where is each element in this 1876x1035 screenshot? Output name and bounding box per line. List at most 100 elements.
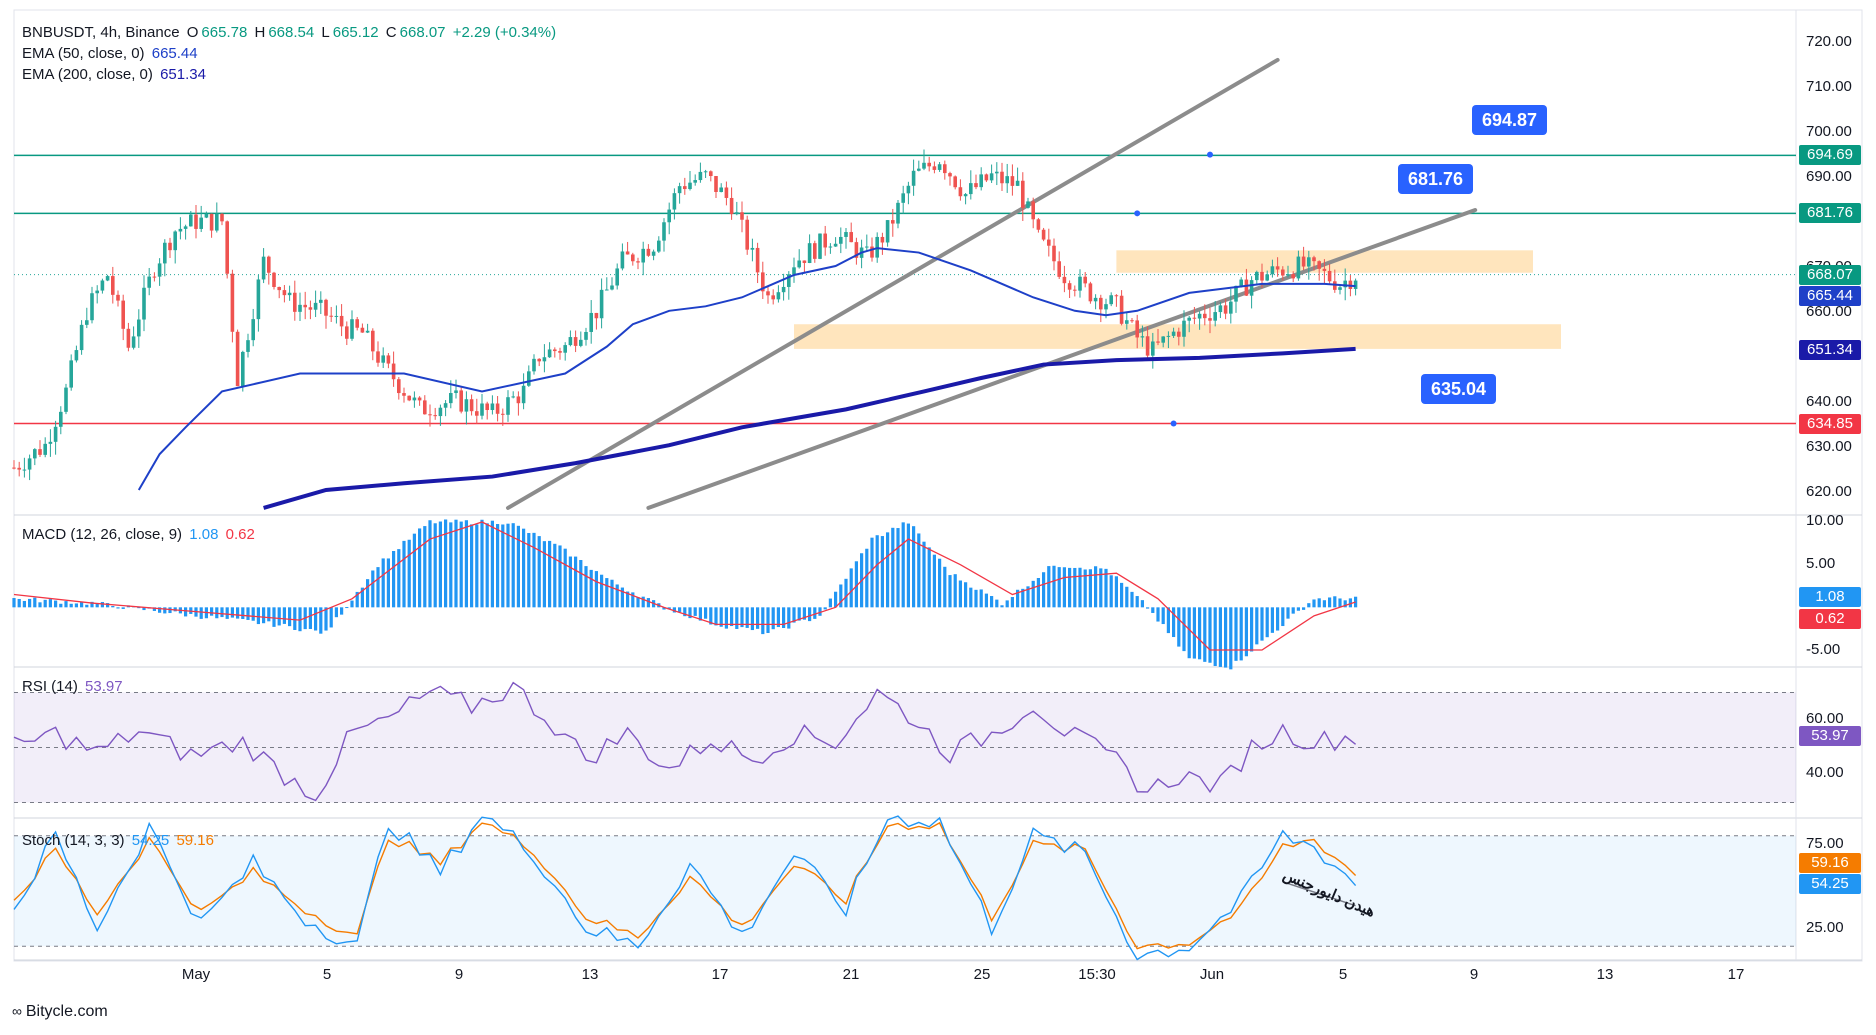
open-value: 665.78 (201, 24, 248, 41)
macd-bar (1333, 596, 1337, 608)
candle-body (844, 232, 848, 237)
candle-body (1260, 271, 1264, 281)
candle-body (854, 242, 859, 258)
candle-body (719, 187, 723, 192)
macd-bar (412, 533, 416, 608)
macd-bar (1031, 580, 1035, 608)
candle-body (636, 261, 640, 263)
candle-body (142, 287, 146, 320)
candle-body (277, 286, 281, 291)
change-value: +2.29 (+0.34%) (452, 24, 557, 41)
macd-bar (522, 528, 526, 608)
macd-bar (334, 607, 338, 618)
macd-bar (1255, 607, 1259, 645)
macd-bar (818, 607, 822, 616)
macd-bar (152, 607, 156, 611)
macd-bar (1135, 596, 1139, 608)
candle-body (69, 360, 73, 388)
candle-body (1031, 201, 1035, 220)
time-tick: 13 (1596, 966, 1614, 983)
stoch-tick: 75.00 (1806, 835, 1844, 852)
macd-bar (782, 607, 786, 629)
macd-bar (90, 601, 94, 608)
macd-histogram (12, 519, 1358, 670)
chart-frame (13, 9, 1863, 962)
ema50-value: 665.44 (151, 45, 198, 62)
macd-bar (288, 607, 292, 627)
macd-bar (74, 603, 78, 608)
macd-bar (516, 525, 520, 608)
close-value: 668.07 (399, 24, 446, 41)
time-tick: 13 (581, 966, 599, 983)
macd-bar (537, 536, 541, 608)
candle-body (1281, 269, 1285, 276)
callout-681[interactable]: 681.76 (1398, 164, 1474, 194)
macd-bar (813, 607, 817, 619)
candle-body (620, 251, 625, 269)
macd-bar (272, 607, 276, 627)
macd-bar (28, 598, 32, 608)
macd-bar (199, 607, 203, 619)
callout-635[interactable]: 635.04 (1421, 374, 1497, 404)
candle-body (433, 415, 437, 417)
candle-body (339, 315, 344, 327)
macd-bar (1354, 596, 1358, 608)
macd-bar (1099, 568, 1103, 608)
rsi-tick: 60.00 (1806, 710, 1844, 727)
stoch-k-line (13, 815, 1357, 961)
macd-bar (620, 587, 624, 608)
macd-bar (106, 603, 110, 608)
macd-bar (262, 607, 266, 624)
candle-body (1244, 279, 1249, 296)
macd-bar (1234, 607, 1238, 661)
candle-body (412, 397, 417, 401)
callout-anchor (1134, 210, 1141, 217)
candle-body (885, 220, 890, 243)
candle-body (1052, 245, 1056, 262)
macd-bar (225, 607, 229, 619)
candle-body (745, 219, 749, 250)
symbol-name: BNBUSDT, 4h, Binance (22, 24, 180, 41)
macd-bar (802, 607, 806, 620)
price-tick: 710.00 (1806, 78, 1852, 95)
macd-bar (236, 607, 240, 619)
candle-body (610, 285, 614, 290)
macd-bar (995, 599, 999, 608)
callout-anchor (1170, 420, 1177, 427)
candle-body (1140, 336, 1145, 338)
macd-bar (1307, 603, 1311, 608)
stoch-k-value: 54.25 (131, 832, 170, 849)
macd-bar (610, 579, 614, 608)
candle-body (334, 315, 339, 317)
candle-body (324, 299, 328, 316)
macd-bar (548, 540, 552, 608)
candle-body (683, 186, 687, 190)
candle-body (391, 363, 396, 380)
macd-bar (423, 526, 427, 608)
candle-body (1265, 274, 1269, 281)
macd-bar (912, 526, 916, 608)
macd-bar (490, 520, 494, 608)
candle-body (823, 233, 827, 248)
callout-694[interactable]: 694.87 (1472, 105, 1548, 135)
macd-bar (574, 556, 578, 608)
candle-body (43, 443, 47, 455)
macd-bar (1062, 567, 1066, 608)
macd-bar (158, 607, 162, 613)
candle-body (787, 274, 791, 287)
candle-body (1239, 279, 1243, 286)
candle-body (709, 171, 713, 177)
macd-bar (558, 545, 562, 608)
candle-body (641, 248, 645, 263)
candle-body (261, 256, 266, 280)
candle-body (443, 403, 448, 408)
macd-bar (59, 603, 63, 608)
macd-bar (854, 561, 858, 608)
candle-body (589, 312, 593, 332)
candle-body (100, 280, 105, 291)
candle-body (563, 345, 567, 353)
candle-body (329, 315, 333, 317)
macd-bar (532, 532, 536, 608)
price-tick: 700.00 (1806, 123, 1852, 140)
